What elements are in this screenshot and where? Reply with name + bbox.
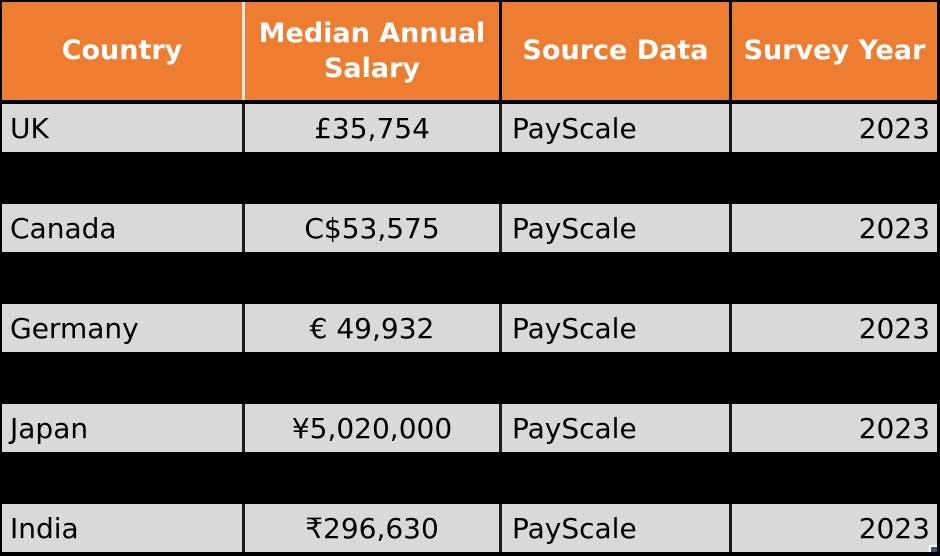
cell-salary[interactable]: € 49,932 [245, 304, 499, 352]
cell-country[interactable]: India [2, 504, 242, 552]
column-divider [729, 204, 732, 252]
table-header-row: Country Median Annual Salary Source Data… [2, 2, 937, 100]
column-divider [499, 204, 502, 252]
table-row-india: India ₹296,630 PayScale 2023 [2, 504, 937, 552]
table-row-germany: Germany € 49,932 PayScale 2023 [2, 304, 937, 352]
cell-year[interactable]: 2023 [732, 204, 937, 252]
column-divider [729, 504, 732, 552]
fill-handle[interactable] [929, 545, 937, 552]
cell-salary[interactable]: £35,754 [245, 104, 499, 152]
cell-country[interactable]: Japan [2, 404, 242, 452]
column-divider [499, 504, 502, 552]
cell-year[interactable]: 2023 [732, 404, 937, 452]
row-gap [2, 352, 937, 404]
column-divider [242, 2, 245, 100]
cell-country[interactable]: Canada [2, 204, 242, 252]
header-cell-source[interactable]: Source Data [502, 2, 729, 100]
column-divider [499, 304, 502, 352]
cell-source[interactable]: PayScale [502, 504, 729, 552]
cell-year[interactable]: 2023 [732, 104, 937, 152]
column-divider [242, 304, 245, 352]
column-divider [242, 104, 245, 152]
cell-source[interactable]: PayScale [502, 304, 729, 352]
table-row-canada: Canada C$53,575 PayScale 2023 [2, 204, 937, 252]
column-divider [729, 104, 732, 152]
column-divider [729, 404, 732, 452]
column-divider [242, 404, 245, 452]
cell-source[interactable]: PayScale [502, 404, 729, 452]
row-gap [2, 152, 937, 204]
cell-salary[interactable]: C$53,575 [245, 204, 499, 252]
table-row-japan: Japan ¥5,020,000 PayScale 2023 [2, 404, 937, 452]
cell-salary[interactable]: ¥5,020,000 [245, 404, 499, 452]
header-cell-salary[interactable]: Median Annual Salary [245, 2, 499, 100]
cell-year[interactable]: 2023 [732, 504, 937, 552]
table-row-uk: UK £35,754 PayScale 2023 [2, 104, 937, 152]
header-cell-country[interactable]: Country [2, 2, 242, 100]
column-divider [499, 2, 502, 100]
cell-country[interactable]: UK [2, 104, 242, 152]
cell-country[interactable]: Germany [2, 304, 242, 352]
cell-salary[interactable]: ₹296,630 [245, 504, 499, 552]
column-divider [729, 2, 732, 100]
cell-source[interactable]: PayScale [502, 204, 729, 252]
row-gap [2, 452, 937, 504]
column-divider [499, 404, 502, 452]
row-gap [2, 252, 937, 304]
column-divider [729, 304, 732, 352]
grid-line [2, 100, 937, 104]
column-divider [499, 104, 502, 152]
column-divider [242, 204, 245, 252]
cell-year[interactable]: 2023 [732, 304, 937, 352]
cell-source[interactable]: PayScale [502, 104, 729, 152]
header-cell-year[interactable]: Survey Year [732, 2, 937, 100]
column-divider [242, 504, 245, 552]
